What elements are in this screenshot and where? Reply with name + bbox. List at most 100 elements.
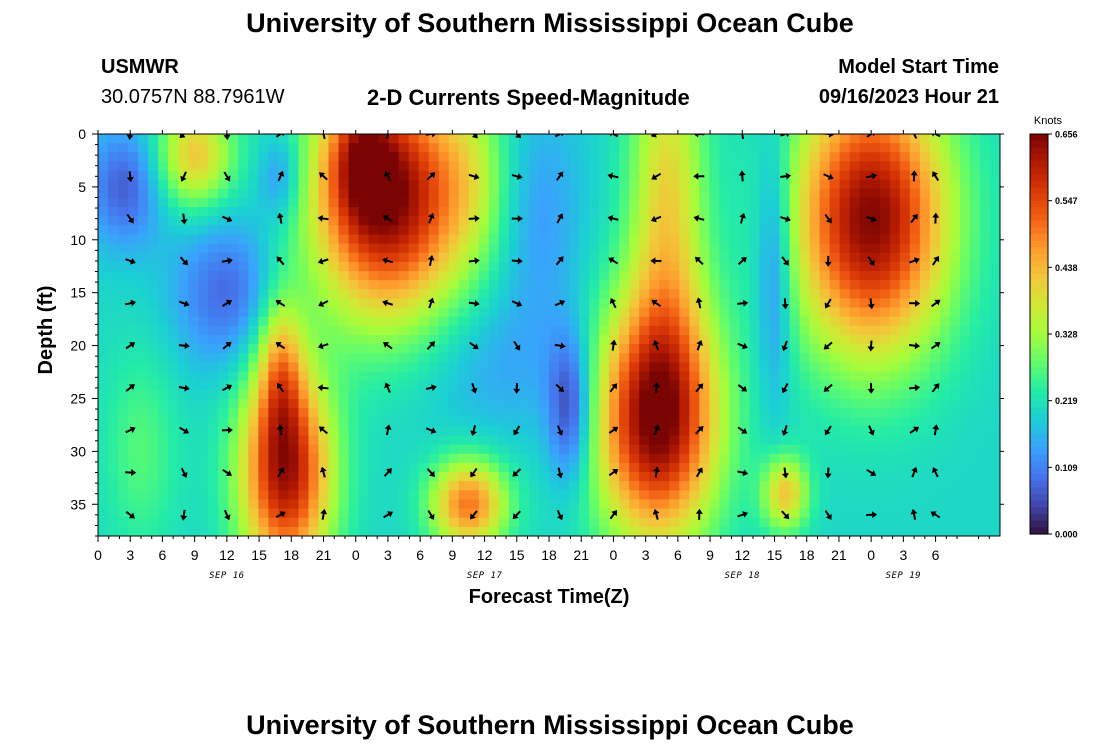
heatmap-cell (759, 143, 771, 153)
heatmap-cell (378, 380, 390, 391)
heatmap-cell (639, 481, 650, 491)
heatmap-cell (709, 280, 720, 290)
heatmap-cell (218, 179, 229, 190)
heatmap-cell (468, 234, 480, 245)
heatmap-cell (739, 472, 751, 482)
heatmap-cell (769, 234, 781, 245)
heatmap-cell (368, 234, 380, 245)
heatmap-cell (749, 453, 761, 464)
heatmap-cell (308, 216, 320, 226)
heatmap-cell (829, 234, 841, 245)
heatmap-cell (759, 243, 771, 254)
heatmap-cell (569, 490, 580, 501)
heatmap-cell (298, 426, 310, 437)
heatmap-cell (699, 371, 710, 382)
heatmap-cell (418, 417, 430, 427)
heatmap-cell (158, 435, 169, 446)
heatmap-cell (98, 344, 109, 354)
heatmap-cell (538, 289, 550, 300)
heatmap-cell (969, 380, 981, 391)
colorbar-segment (1030, 247, 1048, 255)
heatmap-cell (579, 325, 590, 336)
heatmap-cell (438, 481, 450, 491)
heatmap-cell (549, 389, 560, 400)
heatmap-cell (759, 344, 771, 354)
heatmap-cell (889, 408, 901, 418)
heatmap-cell (709, 261, 720, 272)
heatmap-cell (909, 316, 921, 327)
heatmap-cell (328, 371, 340, 382)
heatmap-cell (358, 243, 370, 254)
heatmap-cell (468, 380, 480, 391)
colorbar-segment (1030, 327, 1048, 335)
heatmap-cell (759, 261, 771, 272)
heatmap-cell (98, 335, 109, 345)
heatmap-cell (498, 435, 510, 446)
heatmap-cell (739, 526, 751, 536)
heatmap-cell (629, 197, 640, 208)
heatmap-cell (559, 426, 570, 437)
heatmap-cell (398, 170, 410, 181)
heatmap-cell (368, 197, 380, 208)
heatmap-cell (919, 417, 931, 427)
heatmap-cell (98, 408, 109, 418)
heatmap-cell (939, 234, 951, 245)
current-arrow (932, 467, 939, 478)
heatmap-cell (719, 243, 730, 254)
heatmap-cell (689, 426, 700, 437)
heatmap-cell (268, 444, 279, 455)
heatmap-cell (579, 426, 590, 437)
heatmap-cell (669, 398, 680, 409)
heatmap-cell (739, 161, 751, 172)
heatmap-cell (839, 426, 851, 437)
heatmap-cell (789, 234, 801, 245)
heatmap-cell (819, 435, 831, 446)
heatmap-cell (178, 188, 189, 199)
heatmap-cell (899, 462, 911, 473)
heatmap-cell (438, 188, 450, 199)
heatmap-cell (859, 335, 871, 345)
heatmap-cell (759, 408, 771, 418)
heatmap-cell (248, 179, 259, 190)
heatmap-cell (528, 252, 540, 263)
heatmap-cell (478, 444, 490, 455)
heatmap-cell (398, 179, 410, 190)
heatmap-cell (388, 417, 400, 427)
heatmap-cell (869, 389, 881, 400)
heatmap-cell (709, 234, 720, 245)
heatmap-cell (258, 280, 269, 290)
heatmap-cell (408, 490, 420, 501)
heatmap-cell (979, 353, 991, 364)
heatmap-cell (508, 197, 520, 208)
heatmap-cell (919, 408, 931, 418)
heatmap-cell (308, 316, 320, 327)
heatmap-cell (559, 389, 570, 400)
heatmap-cell (689, 216, 700, 226)
heatmap-cell (238, 280, 249, 290)
heatmap-cell (589, 188, 600, 199)
heatmap-cell (378, 170, 390, 181)
heatmap-cell (959, 197, 971, 208)
heatmap-cell (799, 134, 811, 144)
heatmap-cell (799, 298, 811, 309)
heatmap-cell (208, 462, 219, 473)
heatmap-cell (789, 481, 801, 491)
heatmap-cell (759, 490, 771, 501)
heatmap-cell (859, 417, 871, 427)
heatmap-cell (138, 188, 149, 199)
heatmap-cell (318, 261, 330, 272)
heatmap-cell (949, 335, 961, 345)
heatmap-cell (428, 188, 440, 199)
heatmap-cell (849, 307, 861, 318)
heatmap-cell (589, 280, 600, 290)
heatmap-cell (408, 188, 420, 199)
heatmap-cell (248, 335, 259, 345)
heatmap-cell (639, 134, 650, 144)
heatmap-cell (889, 444, 901, 455)
heatmap-cell (468, 408, 480, 418)
heatmap-cell (939, 271, 951, 281)
heatmap-cell (779, 207, 791, 217)
heatmap-cell (348, 389, 360, 400)
heatmap-cell (749, 517, 761, 528)
heatmap-cell (158, 298, 169, 309)
